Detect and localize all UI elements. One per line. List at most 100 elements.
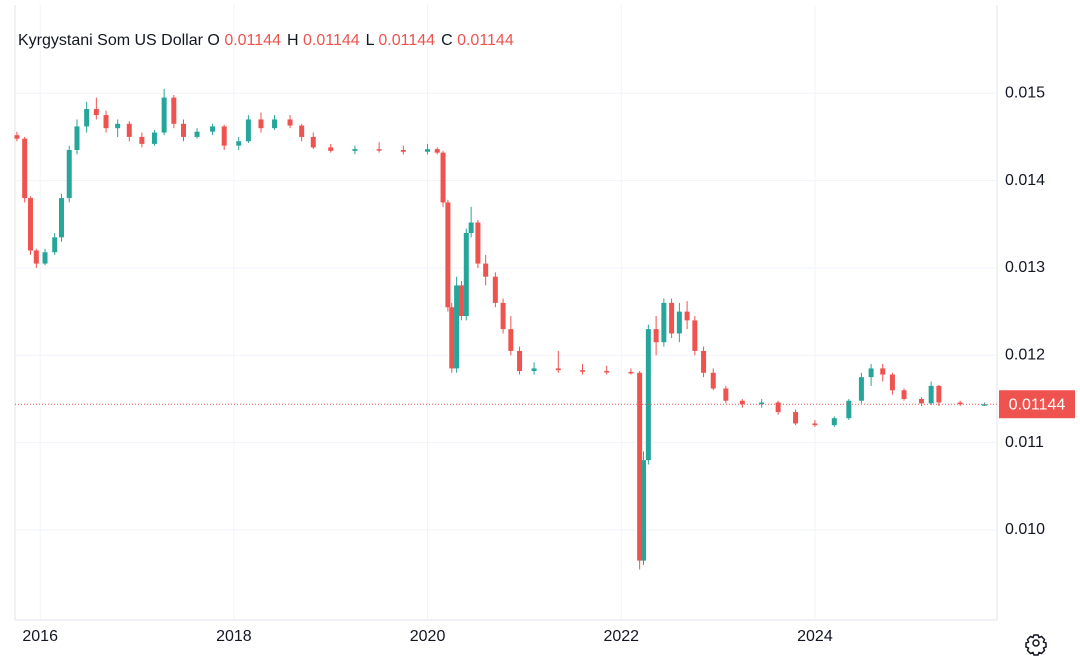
- candle-body: [889, 374, 895, 391]
- candle-body: [93, 108, 99, 116]
- candle-body: [454, 285, 460, 369]
- candle-body: [376, 149, 382, 151]
- candle-body: [723, 388, 729, 401]
- candle-body: [901, 390, 907, 399]
- candle-body: [194, 131, 200, 137]
- candle-body: [508, 329, 514, 351]
- candle-body: [210, 126, 216, 132]
- candle-body: [710, 372, 716, 389]
- candle-body: [555, 368, 561, 371]
- candle-body: [653, 329, 659, 343]
- x-tick-label: 2018: [216, 628, 252, 645]
- ohlc-value: 0.01144: [302, 32, 360, 49]
- candle-body: [425, 149, 431, 152]
- candle-body: [684, 311, 690, 321]
- candle-body: [463, 233, 469, 316]
- candle-body: [151, 132, 157, 144]
- candle-body: [272, 119, 278, 129]
- candle-body: [458, 285, 464, 316]
- candle-body: [245, 119, 251, 142]
- candle-body: [936, 385, 942, 403]
- x-tick-label: 2024: [797, 628, 833, 645]
- candle-body: [58, 198, 64, 238]
- candle-body: [434, 149, 440, 153]
- y-tick-label: 0.015: [1005, 84, 1045, 101]
- candle-body: [637, 372, 643, 561]
- candle-body: [115, 123, 121, 129]
- candle-body: [492, 276, 498, 303]
- candle-body: [449, 307, 455, 369]
- symbol-title: Kyrgystani Som US Dollar: [18, 32, 203, 49]
- last-price-label: 0.01144: [1009, 396, 1066, 413]
- gear-hole: [1032, 639, 1040, 647]
- candle-body: [739, 400, 745, 405]
- candle-body: [981, 404, 987, 406]
- legend: Kyrgystani Som US Dollar O 0.01144 H 0.01…: [18, 32, 520, 50]
- y-tick-label: 0.010: [1005, 521, 1045, 538]
- y-tick-label: 0.014: [1005, 172, 1045, 189]
- ohlc-value: 0.01144: [224, 32, 281, 49]
- ohlc-label: C: [441, 32, 453, 49]
- candle-body: [22, 138, 28, 199]
- candle-body: [139, 136, 145, 144]
- candle-body: [858, 377, 864, 401]
- candle-body: [918, 398, 924, 404]
- candle-body: [604, 371, 610, 373]
- candle-body: [759, 402, 765, 405]
- ohlc-label: L: [365, 32, 374, 49]
- candle-body: [669, 302, 675, 334]
- candle-body: [831, 418, 837, 426]
- candle-body: [400, 150, 406, 152]
- candle-body: [171, 97, 177, 124]
- candle-body: [14, 135, 20, 139]
- candle-body: [812, 423, 818, 426]
- candle-body: [701, 350, 707, 373]
- candle-body: [645, 329, 651, 461]
- candle-body: [793, 412, 799, 424]
- candle-body: [641, 460, 647, 561]
- candle-body: [33, 250, 39, 264]
- candle-body: [580, 370, 586, 372]
- y-tick-label: 0.011: [1005, 434, 1044, 451]
- ohlc-value: 0.01144: [378, 32, 436, 49]
- candle-body: [74, 126, 80, 151]
- candle-body: [928, 385, 934, 404]
- candle-body: [957, 402, 963, 405]
- x-tick-label: 2022: [603, 628, 639, 645]
- candle-body: [475, 222, 481, 264]
- candle-body: [775, 402, 781, 413]
- y-tick-label: 0.013: [1005, 259, 1045, 276]
- candle-body: [299, 125, 305, 137]
- gear: [1025, 634, 1047, 656]
- ohlc-label: H: [286, 32, 299, 49]
- y-tick-label: 0.012: [1005, 347, 1045, 364]
- settings-icon[interactable]: [1025, 634, 1047, 656]
- candle-body: [445, 202, 451, 308]
- candle-body: [628, 371, 634, 374]
- candle-body: [287, 119, 293, 126]
- candle-body: [483, 263, 489, 277]
- candle-body: [440, 152, 446, 203]
- candle-body: [531, 368, 537, 372]
- candle-body: [846, 400, 852, 419]
- candle-body: [692, 320, 698, 351]
- candle-body: [236, 141, 242, 146]
- candle-body: [221, 126, 227, 146]
- candle-body: [868, 368, 874, 378]
- candle-body: [880, 368, 886, 375]
- candle-body: [52, 237, 58, 253]
- candle-body: [352, 149, 358, 151]
- x-tick-label: 2016: [22, 628, 58, 645]
- candle-body: [310, 136, 316, 148]
- last-price-box: [999, 390, 1075, 419]
- candle-body: [328, 147, 334, 151]
- candle-body: [84, 108, 90, 127]
- candle-body: [27, 198, 33, 251]
- candle-body: [42, 252, 48, 264]
- candle-body: [258, 119, 264, 129]
- candle-body: [66, 150, 72, 199]
- candle-body: [126, 123, 132, 137]
- x-tick-label: 2020: [410, 628, 446, 645]
- candle-body: [161, 97, 167, 133]
